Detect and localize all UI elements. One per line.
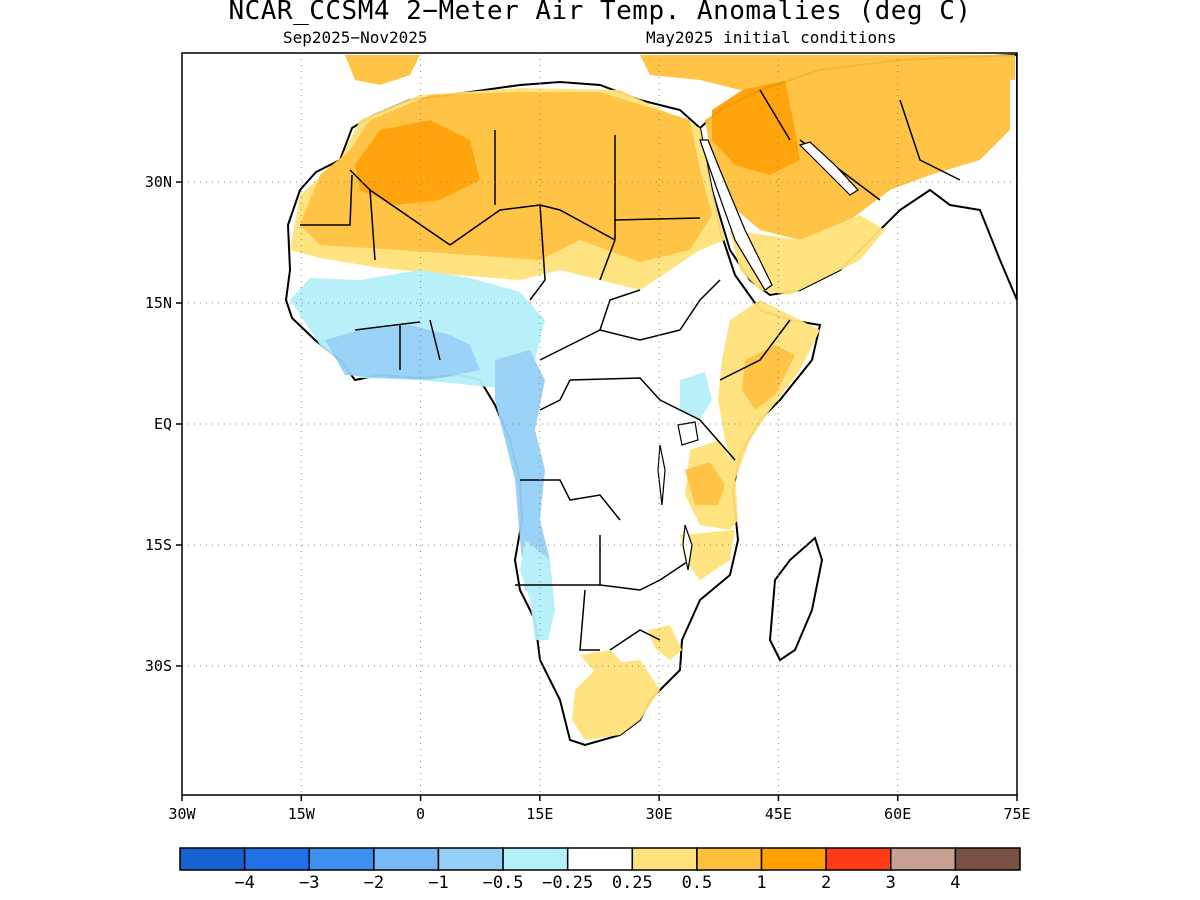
anomaly-region-somalia-1 [742,345,795,410]
colorbar-swatch [502,847,569,871]
lat-label: 15S [145,536,172,554]
lat-label: 30N [145,173,172,191]
colorbar-label: −0.5 [483,873,524,893]
lat-label: EQ [154,415,172,433]
anomaly-region-south-africa-0.5 [572,660,660,740]
colorbar-label: 1 [756,873,766,893]
colorbar-swatch [437,847,504,871]
colorbar-swatch [696,847,763,871]
colorbar-label: −3 [299,873,319,893]
anomaly-region-mozambique-south-0.5 [648,625,682,660]
anomaly-region-iraq-2 [712,80,800,175]
colorbar-swatch [954,847,1021,871]
colorbar-swatch [760,847,827,871]
latitude-labels: 30N 15N EQ 15S 30S [145,173,172,675]
colorbar-label: 0.25 [612,873,653,893]
anomaly-region-west-sahara-2 [355,120,480,205]
lon-label: 75E [1003,805,1030,823]
lat-label: 30S [145,657,172,675]
colorbar-swatch [631,847,698,871]
colorbar-swatch [243,847,310,871]
lon-label: 15E [526,805,553,823]
colorbar-label: −0.25 [542,873,593,893]
chart-title: NCAR_CCSM4 2−Meter Air Temp. Anomalies (… [228,0,972,26]
colorbar-label: 4 [950,873,960,893]
lon-label: 0 [416,805,425,823]
colorbar-label: 3 [886,873,896,893]
colorbar-swatch [373,847,440,871]
lake-victoria [677,421,699,446]
lon-label: 45E [765,805,792,823]
lat-label: 15N [145,294,172,312]
anomaly-region-congo-coast-neg0.5 [495,350,550,600]
red-sea [699,139,773,291]
anomaly-shading [290,55,1015,740]
lon-label: 60E [884,805,911,823]
colorbar-swatch [308,847,375,871]
colorbar-label: −1 [428,873,448,893]
country-borders [300,89,961,651]
lon-label: 30E [646,805,673,823]
colorbar-labels: −4 −3 −2 −1 −0.5 −0.25 0.25 0.5 1 2 3 4 [234,873,960,893]
lon-label: 30W [168,805,196,823]
longitude-labels: 30W 15W 0 15E 30E 45E 60E 75E [168,805,1030,823]
anomaly-region-lake-victoria-neg0.25 [680,372,712,420]
axis-ticks [176,181,1018,801]
anomaly-region-namibia-neg0.25 [520,540,555,640]
colorbar-swatch [566,847,634,871]
forecast-period: Sep2025−Nov2025 [283,28,428,47]
gridlines-overlay [182,53,1017,795]
water-bodies [657,139,859,571]
anomaly-region-gulf-of-guinea-neg0.5 [325,325,480,380]
initial-conditions: May2025 initial conditions [646,28,897,47]
lake-malawi [682,524,693,571]
madagascar [768,536,824,662]
colorbar-label: 2 [821,873,831,893]
anomaly-region-botswana-0.5 [580,650,625,672]
colorbar-label: 0.5 [682,873,713,893]
colorbar-swatch [890,847,957,871]
colorbar-swatch [825,847,892,871]
colorbar [179,847,1021,871]
colorbar-swatch [179,847,246,871]
anomaly-region-europe-1 [640,55,1015,90]
anomaly-region-tanzania-1 [685,462,725,505]
colorbar-label: −2 [364,873,384,893]
anomaly-region-arabia-0.5 [730,215,885,295]
persian-gulf [798,141,859,196]
anomaly-region-mozambique-0.5 [680,530,735,580]
lon-label: 15W [288,805,316,823]
anomaly-region-mediterranean-1 [345,55,420,85]
colorbar-label: −4 [234,873,254,893]
